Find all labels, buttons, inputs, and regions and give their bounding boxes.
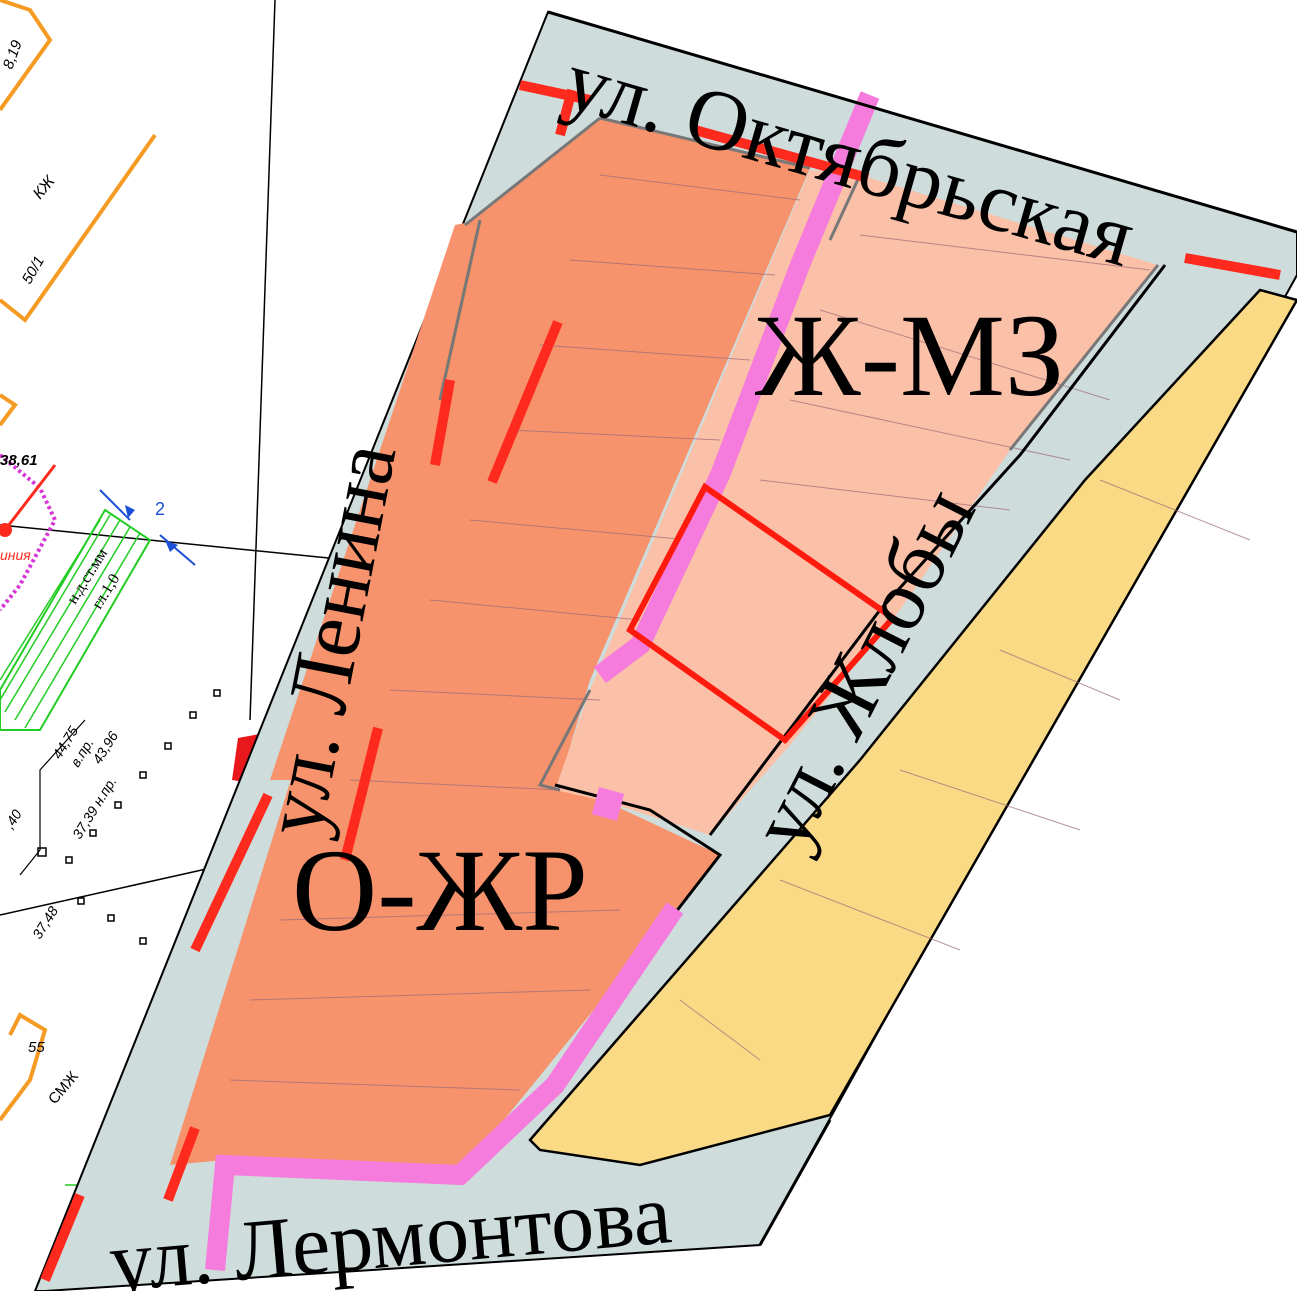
parcel-outline-kzh xyxy=(0,133,157,323)
dimension-chain xyxy=(19,719,86,876)
label-red-fragment: иния xyxy=(0,547,31,563)
pink-boundary-line xyxy=(594,91,880,683)
parcel-outline-top xyxy=(0,0,53,112)
label-8-19: 8,19 xyxy=(0,38,26,72)
outside-details: 2 КЖ 50/1 8,19 38,61 иния н.д.ст.мм гл.1… xyxy=(0,0,896,1210)
label-55: 55 xyxy=(28,1039,45,1056)
block-outline xyxy=(547,10,1297,234)
survey-points xyxy=(37,689,221,945)
zone-o-zhr-west-strip xyxy=(270,220,480,780)
parcel-outline-mid xyxy=(0,393,18,427)
green-hatch-zone xyxy=(0,508,152,731)
label-kzh: КЖ xyxy=(30,172,59,202)
boundary-line xyxy=(249,0,276,721)
label-smzh: СМЖ xyxy=(45,1068,82,1107)
pink-boundary-line-south xyxy=(205,902,684,1271)
label-40: ,40 xyxy=(1,806,25,831)
section-number-label: 2 xyxy=(155,499,165,519)
zone-label-zh-mz: Ж-МЗ xyxy=(755,290,1064,421)
highlighted-parcel[interactable] xyxy=(626,482,898,745)
section-marker-2: 2 xyxy=(99,489,196,566)
label-38-61: 38,61 xyxy=(0,452,38,469)
red-leader-line xyxy=(3,464,57,531)
gray-outlines xyxy=(438,116,1160,792)
parcel-outline-bottom xyxy=(0,1012,48,1122)
label-37-48: 37,48 xyxy=(29,903,61,941)
label-50-1: 50/1 xyxy=(19,253,48,287)
pink-marker xyxy=(591,787,625,821)
zone-o-zhr-area xyxy=(170,118,810,1180)
zone-label-o-zhr: О-ЖР xyxy=(292,825,588,956)
zone-yellow-area xyxy=(528,288,1297,1167)
red-road-lines xyxy=(40,80,1281,1282)
block-outline-south xyxy=(758,1119,832,1246)
zone-zh-mz-area xyxy=(555,170,1158,835)
